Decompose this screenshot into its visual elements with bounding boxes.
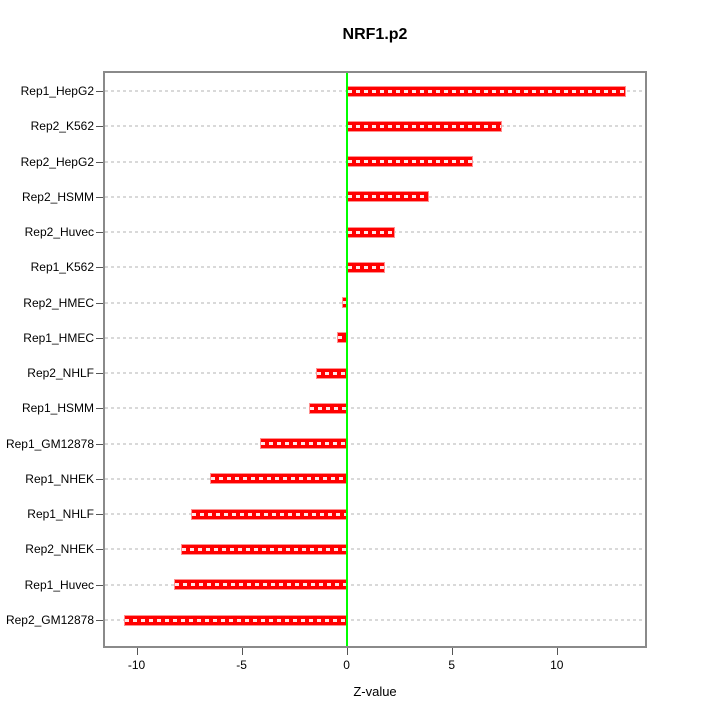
bar-Rep1_NHEK bbox=[210, 473, 347, 485]
x-tick bbox=[241, 648, 243, 655]
category-gridline bbox=[105, 372, 645, 375]
category-label-Rep1_HSMM: Rep1_HSMM bbox=[21, 401, 94, 416]
bar-dash-texture bbox=[347, 124, 502, 128]
y-tick bbox=[96, 302, 103, 304]
plot-area bbox=[103, 71, 647, 648]
zero-reference-line bbox=[345, 73, 348, 646]
category-label-Rep1_Huvec: Rep1_Huvec bbox=[24, 577, 94, 592]
chart-title: NRF1.p2 bbox=[342, 26, 408, 43]
y-tick bbox=[96, 267, 103, 269]
x-tick bbox=[556, 648, 558, 655]
y-tick bbox=[96, 196, 103, 198]
bar-dash-texture bbox=[343, 301, 346, 305]
bar-dash-texture bbox=[347, 195, 428, 199]
bar-dash-texture bbox=[347, 89, 626, 93]
x-tick-label--5: -5 bbox=[236, 658, 247, 672]
category-label-Rep2_GM12878: Rep2_GM12878 bbox=[5, 613, 94, 627]
category-label-Rep2_NHEK: Rep2_NHEK bbox=[25, 542, 94, 557]
category-label-Rep1_NHEK: Rep1_NHEK bbox=[25, 471, 94, 486]
y-tick bbox=[96, 232, 103, 234]
bar-dash-texture bbox=[192, 512, 346, 516]
bar-dash-texture bbox=[338, 336, 346, 340]
bar-Rep2_HSMM bbox=[346, 191, 429, 203]
bar-dash-texture bbox=[347, 230, 394, 234]
y-tick bbox=[96, 91, 103, 92]
category-label-Rep2_HepG2: Rep2_HepG2 bbox=[20, 154, 94, 169]
bar-dash-texture bbox=[347, 160, 472, 164]
bar-Rep1_K562 bbox=[346, 261, 386, 273]
category-gridline bbox=[105, 407, 645, 410]
bar-Rep2_GM12878 bbox=[123, 614, 347, 626]
x-tick-label-0: 0 bbox=[343, 658, 350, 672]
y-tick bbox=[96, 549, 103, 551]
x-tick-label--10: -10 bbox=[127, 658, 146, 672]
y-tick bbox=[96, 584, 103, 586]
category-label-Rep2_HSMM: Rep2_HSMM bbox=[21, 189, 94, 204]
bar-Rep2_HepG2 bbox=[346, 156, 473, 168]
y-tick bbox=[96, 478, 103, 480]
x-tick-label-5: 5 bbox=[448, 658, 456, 672]
y-tick bbox=[96, 443, 103, 445]
x-axis-title: Z-value bbox=[353, 684, 397, 699]
bar-Rep1_Huvec bbox=[174, 579, 347, 591]
bar-Rep1_GM12878 bbox=[260, 438, 347, 450]
category-gridline bbox=[105, 336, 645, 339]
bar-Rep1_HSMM bbox=[308, 402, 347, 414]
y-tick bbox=[96, 373, 103, 375]
category-label-Rep2_HMEC: Rep2_HMEC bbox=[23, 295, 94, 310]
bar-Rep2_NHEK bbox=[180, 543, 347, 555]
category-gridline bbox=[105, 548, 645, 551]
bar-dash-texture bbox=[309, 406, 346, 410]
bar-Rep1_HepG2 bbox=[346, 85, 627, 97]
category-gridline bbox=[105, 301, 645, 304]
bar-dash-texture bbox=[211, 477, 346, 481]
category-label-Rep1_NHLF: Rep1_NHLF bbox=[27, 507, 94, 522]
bar-dash-texture bbox=[175, 583, 346, 587]
bar-dash-texture bbox=[181, 547, 346, 551]
x-tick-label-10: 10 bbox=[550, 658, 564, 672]
category-label-Rep1_HepG2: Rep1_HepG2 bbox=[20, 84, 94, 98]
category-gridline bbox=[105, 513, 645, 516]
bar-Rep1_NHLF bbox=[191, 508, 347, 520]
bar-Rep2_NHLF bbox=[316, 367, 347, 379]
x-tick bbox=[451, 648, 453, 655]
x-tick bbox=[136, 648, 138, 655]
category-gridline bbox=[105, 583, 645, 586]
bar-Rep2_K562 bbox=[346, 120, 503, 132]
category-label-Rep1_K562: Rep1_K562 bbox=[30, 260, 94, 275]
bar-dash-texture bbox=[347, 265, 385, 269]
y-tick bbox=[96, 337, 103, 339]
bar-Rep2_Huvec bbox=[346, 226, 395, 238]
bar-dash-texture bbox=[261, 442, 346, 446]
category-label-Rep1_HMEC: Rep1_HMEC bbox=[23, 330, 94, 345]
category-label-Rep2_Huvec: Rep2_Huvec bbox=[24, 225, 94, 240]
y-tick bbox=[96, 126, 103, 128]
category-gridline bbox=[105, 442, 645, 445]
category-label-Rep2_K562: Rep2_K562 bbox=[30, 119, 94, 134]
category-label-Rep2_NHLF: Rep2_NHLF bbox=[27, 366, 94, 381]
x-tick bbox=[346, 648, 348, 655]
y-tick bbox=[96, 620, 103, 621]
bar-dash-texture bbox=[124, 618, 346, 622]
y-tick bbox=[96, 161, 103, 163]
category-gridline bbox=[105, 477, 645, 480]
bar-dash-texture bbox=[317, 371, 346, 375]
y-tick bbox=[96, 408, 103, 410]
category-label-Rep1_GM12878: Rep1_GM12878 bbox=[5, 436, 94, 451]
y-tick bbox=[96, 514, 103, 516]
category-gridline bbox=[105, 619, 645, 621]
